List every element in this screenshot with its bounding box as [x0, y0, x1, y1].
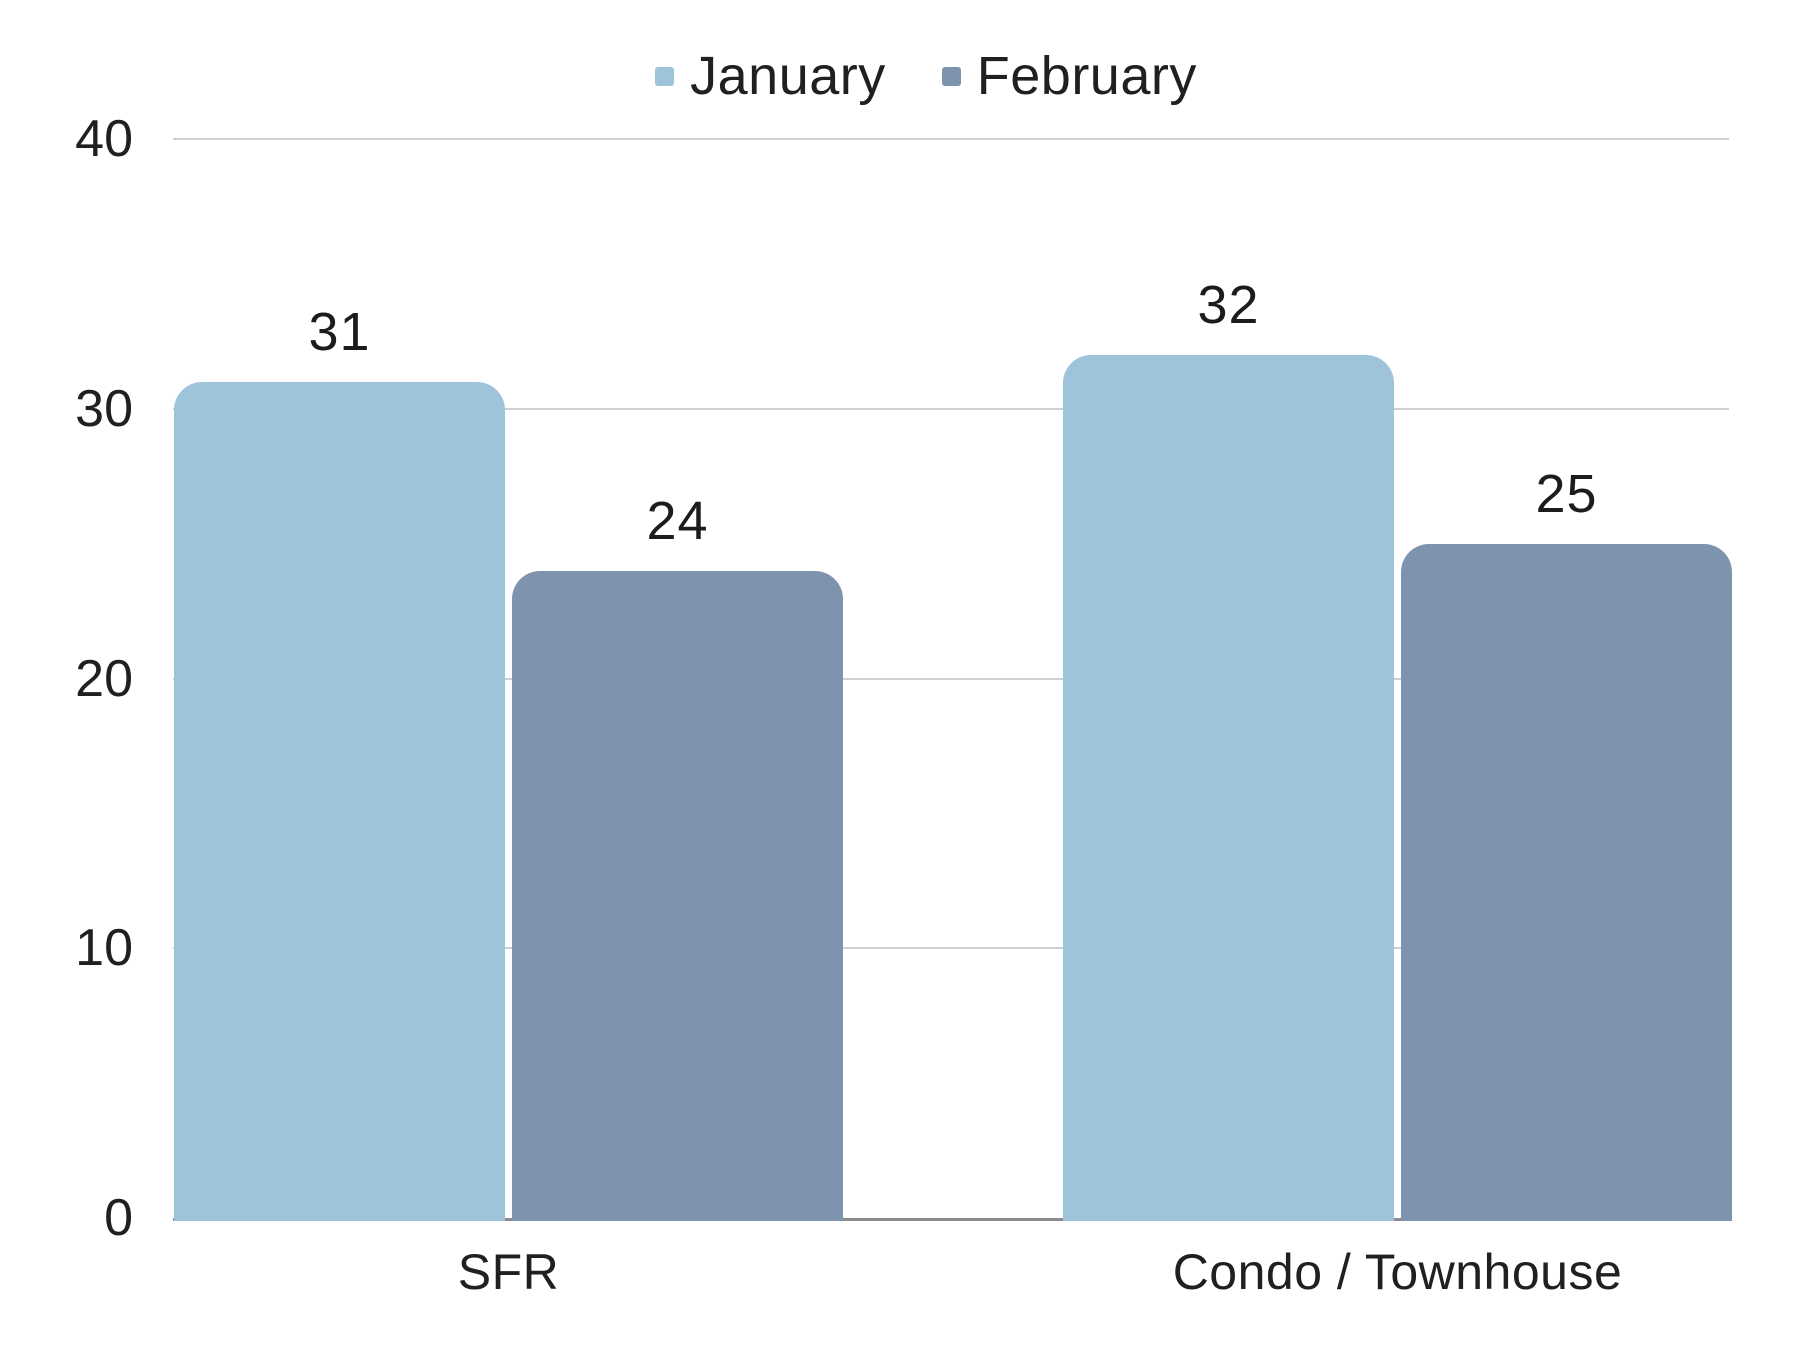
- bar-january-condo-townhouse: [1063, 354, 1394, 1221]
- y-tick-label-10: 10: [75, 919, 133, 978]
- legend-item-january: January: [655, 49, 886, 103]
- legend-swatch-january-icon: [655, 66, 675, 86]
- x-axis-baseline: [173, 1218, 1729, 1221]
- legend-swatch-february-icon: [941, 66, 961, 86]
- bar-january-sfr: [174, 381, 505, 1221]
- legend-label-february: February: [976, 46, 1197, 106]
- x-axis-label-sfr: SFR: [457, 1244, 560, 1300]
- x-axis-label-condo-townhouse: Condo / Townhouse: [1172, 1244, 1623, 1300]
- gridline-40: [173, 138, 1729, 140]
- gridline-30: [173, 407, 1729, 410]
- bar-value-february-condo-townhouse: 25: [1535, 463, 1598, 524]
- bar-value-january-sfr: 31: [308, 301, 371, 362]
- legend-item-february: February: [941, 46, 1197, 106]
- bar-value-january-condo-townhouse: 32: [1197, 274, 1260, 335]
- y-tick-label-20: 20: [75, 649, 133, 708]
- gridline-10: [173, 947, 1729, 950]
- bar-february-sfr: [512, 570, 843, 1221]
- y-tick-label-0: 0: [104, 1189, 133, 1247]
- bar-february-condo-townhouse: [1401, 543, 1732, 1221]
- legend-label-january: January: [690, 46, 886, 106]
- y-tick-label-30: 30: [75, 379, 133, 438]
- gridline-20: [173, 677, 1729, 680]
- y-tick-label-40: 40: [75, 110, 133, 168]
- chart-legend: January February: [0, 38, 1800, 114]
- bar-value-february-sfr: 24: [646, 490, 709, 551]
